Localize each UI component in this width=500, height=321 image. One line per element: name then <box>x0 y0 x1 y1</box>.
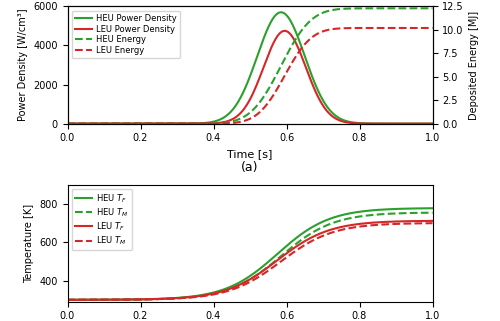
HEU Energy <box>64 122 70 126</box>
LEU $T_M$ <box>383 222 389 226</box>
LEU Power Density <box>128 122 134 126</box>
HEU Power Density <box>106 122 112 126</box>
Legend: HEU $T_F$, HEU $T_M$, LEU $T_F$, LEU $T_M$: HEU $T_F$, HEU $T_M$, LEU $T_F$, LEU $T_… <box>72 189 132 250</box>
HEU $T_F$ <box>383 207 389 211</box>
LEU $T_F$ <box>383 220 389 224</box>
HEU $T_F$ <box>204 292 210 296</box>
HEU Power Density <box>64 122 70 126</box>
HEU $T_F$ <box>422 206 428 210</box>
LEU Energy <box>383 26 389 30</box>
HEU $T_M$ <box>204 293 210 297</box>
LEU Power Density <box>282 29 288 33</box>
LEU Power Density <box>383 122 389 126</box>
Y-axis label: Temperature [K]: Temperature [K] <box>24 204 34 283</box>
LEU $T_M$ <box>220 290 226 294</box>
HEU $T_M$ <box>430 211 436 215</box>
HEU $T_M$ <box>422 211 428 215</box>
HEU $T_F$ <box>128 298 134 301</box>
LEU Energy <box>128 122 134 126</box>
HEU $T_M$ <box>128 298 134 301</box>
LEU $T_M$ <box>64 298 70 302</box>
Line: HEU $T_F$: HEU $T_F$ <box>68 208 432 300</box>
HEU $T_M$ <box>220 289 226 293</box>
HEU Energy <box>106 122 112 126</box>
LEU Power Density <box>204 122 210 126</box>
LEU Power Density <box>106 122 112 126</box>
HEU Power Density <box>278 10 284 14</box>
Line: LEU Energy: LEU Energy <box>68 28 432 124</box>
HEU Energy <box>128 122 134 126</box>
LEU Energy <box>64 122 70 126</box>
LEU Power Density <box>220 120 226 124</box>
LEU $T_F$ <box>430 219 436 223</box>
Text: (a): (a) <box>241 161 259 174</box>
HEU Power Density <box>204 121 210 125</box>
Y-axis label: Power Density [W/cm³]: Power Density [W/cm³] <box>18 9 28 121</box>
LEU $T_F$ <box>64 298 70 302</box>
LEU $T_F$ <box>204 293 210 297</box>
Line: LEU $T_F$: LEU $T_F$ <box>68 221 432 300</box>
LEU $T_M$ <box>106 298 112 302</box>
LEU $T_M$ <box>204 294 210 298</box>
HEU Energy <box>383 6 389 10</box>
LEU $T_F$ <box>106 298 112 302</box>
LEU $T_M$ <box>430 221 436 225</box>
HEU Power Density <box>383 122 389 126</box>
Line: HEU Power Density: HEU Power Density <box>68 12 432 124</box>
HEU $T_F$ <box>106 298 112 302</box>
LEU $T_F$ <box>128 298 134 301</box>
Line: LEU Power Density: LEU Power Density <box>68 31 432 124</box>
HEU Energy <box>430 6 436 10</box>
LEU Energy <box>204 122 210 126</box>
Line: LEU $T_M$: LEU $T_M$ <box>68 223 432 300</box>
LEU Energy <box>430 26 436 30</box>
HEU $T_F$ <box>220 288 226 291</box>
Line: HEU $T_M$: HEU $T_M$ <box>68 213 432 300</box>
HEU Energy <box>220 121 226 125</box>
LEU Power Density <box>430 122 436 126</box>
LEU Power Density <box>422 122 428 126</box>
LEU $T_M$ <box>422 221 428 225</box>
LEU Energy <box>422 26 428 30</box>
HEU $T_F$ <box>64 298 70 302</box>
Line: HEU Energy: HEU Energy <box>68 8 432 124</box>
HEU $T_F$ <box>430 206 436 210</box>
HEU Power Density <box>220 116 226 120</box>
Y-axis label: Deposited Energy [MJ]: Deposited Energy [MJ] <box>470 11 480 120</box>
HEU Power Density <box>422 122 428 126</box>
LEU Energy <box>220 122 226 126</box>
Legend: HEU Power Density, LEU Power Density, HEU Energy, LEU Energy: HEU Power Density, LEU Power Density, HE… <box>72 11 180 58</box>
X-axis label: Time [s]: Time [s] <box>228 149 272 159</box>
LEU $T_F$ <box>422 219 428 223</box>
HEU Energy <box>204 122 210 126</box>
HEU Power Density <box>430 122 436 126</box>
HEU Power Density <box>128 122 134 126</box>
HEU $T_M$ <box>383 212 389 216</box>
LEU $T_M$ <box>128 298 134 301</box>
HEU Energy <box>422 6 428 10</box>
HEU $T_M$ <box>106 298 112 302</box>
HEU $T_M$ <box>64 298 70 302</box>
LEU Energy <box>106 122 112 126</box>
LEU Power Density <box>64 122 70 126</box>
LEU $T_F$ <box>220 289 226 293</box>
